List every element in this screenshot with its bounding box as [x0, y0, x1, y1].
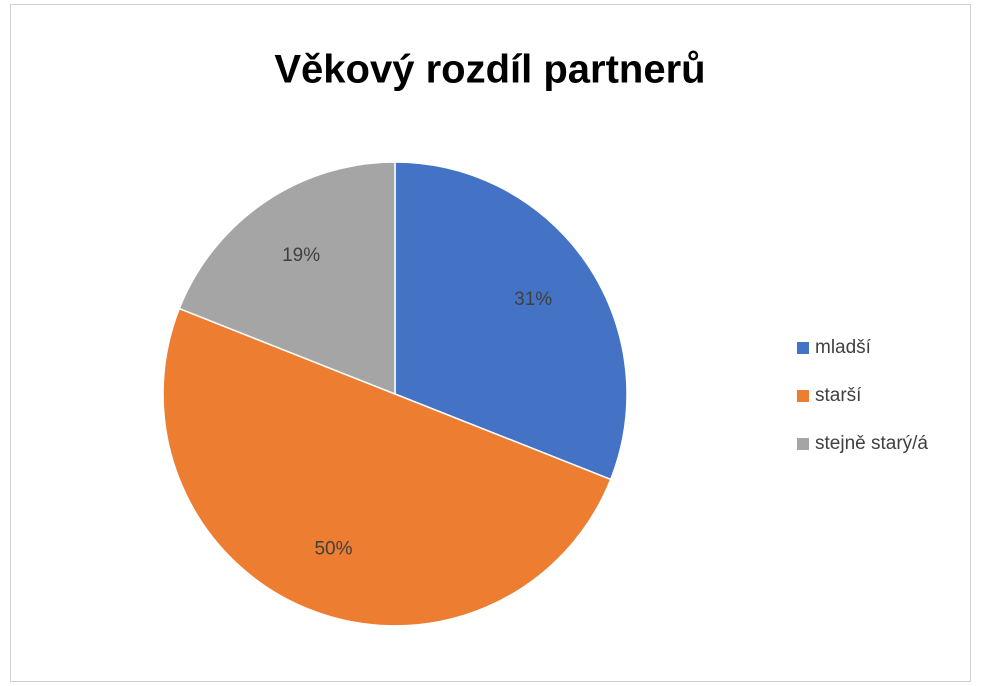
pie-slice — [394, 161, 628, 481]
legend-swatch — [797, 390, 809, 402]
legend-swatch — [797, 342, 809, 354]
legend-swatch — [797, 438, 809, 450]
data-label: 50% — [314, 538, 352, 559]
pie-slice — [178, 161, 396, 396]
legend-label: mladší — [815, 337, 872, 358]
legend-label: starší — [815, 385, 862, 406]
data-label: 19% — [282, 245, 320, 266]
legend-label: stejně starý/á — [815, 433, 928, 454]
pie-slice — [162, 307, 612, 627]
chart-title: Věkový rozdíl partnerů — [274, 48, 705, 92]
data-label: 31% — [514, 289, 552, 310]
